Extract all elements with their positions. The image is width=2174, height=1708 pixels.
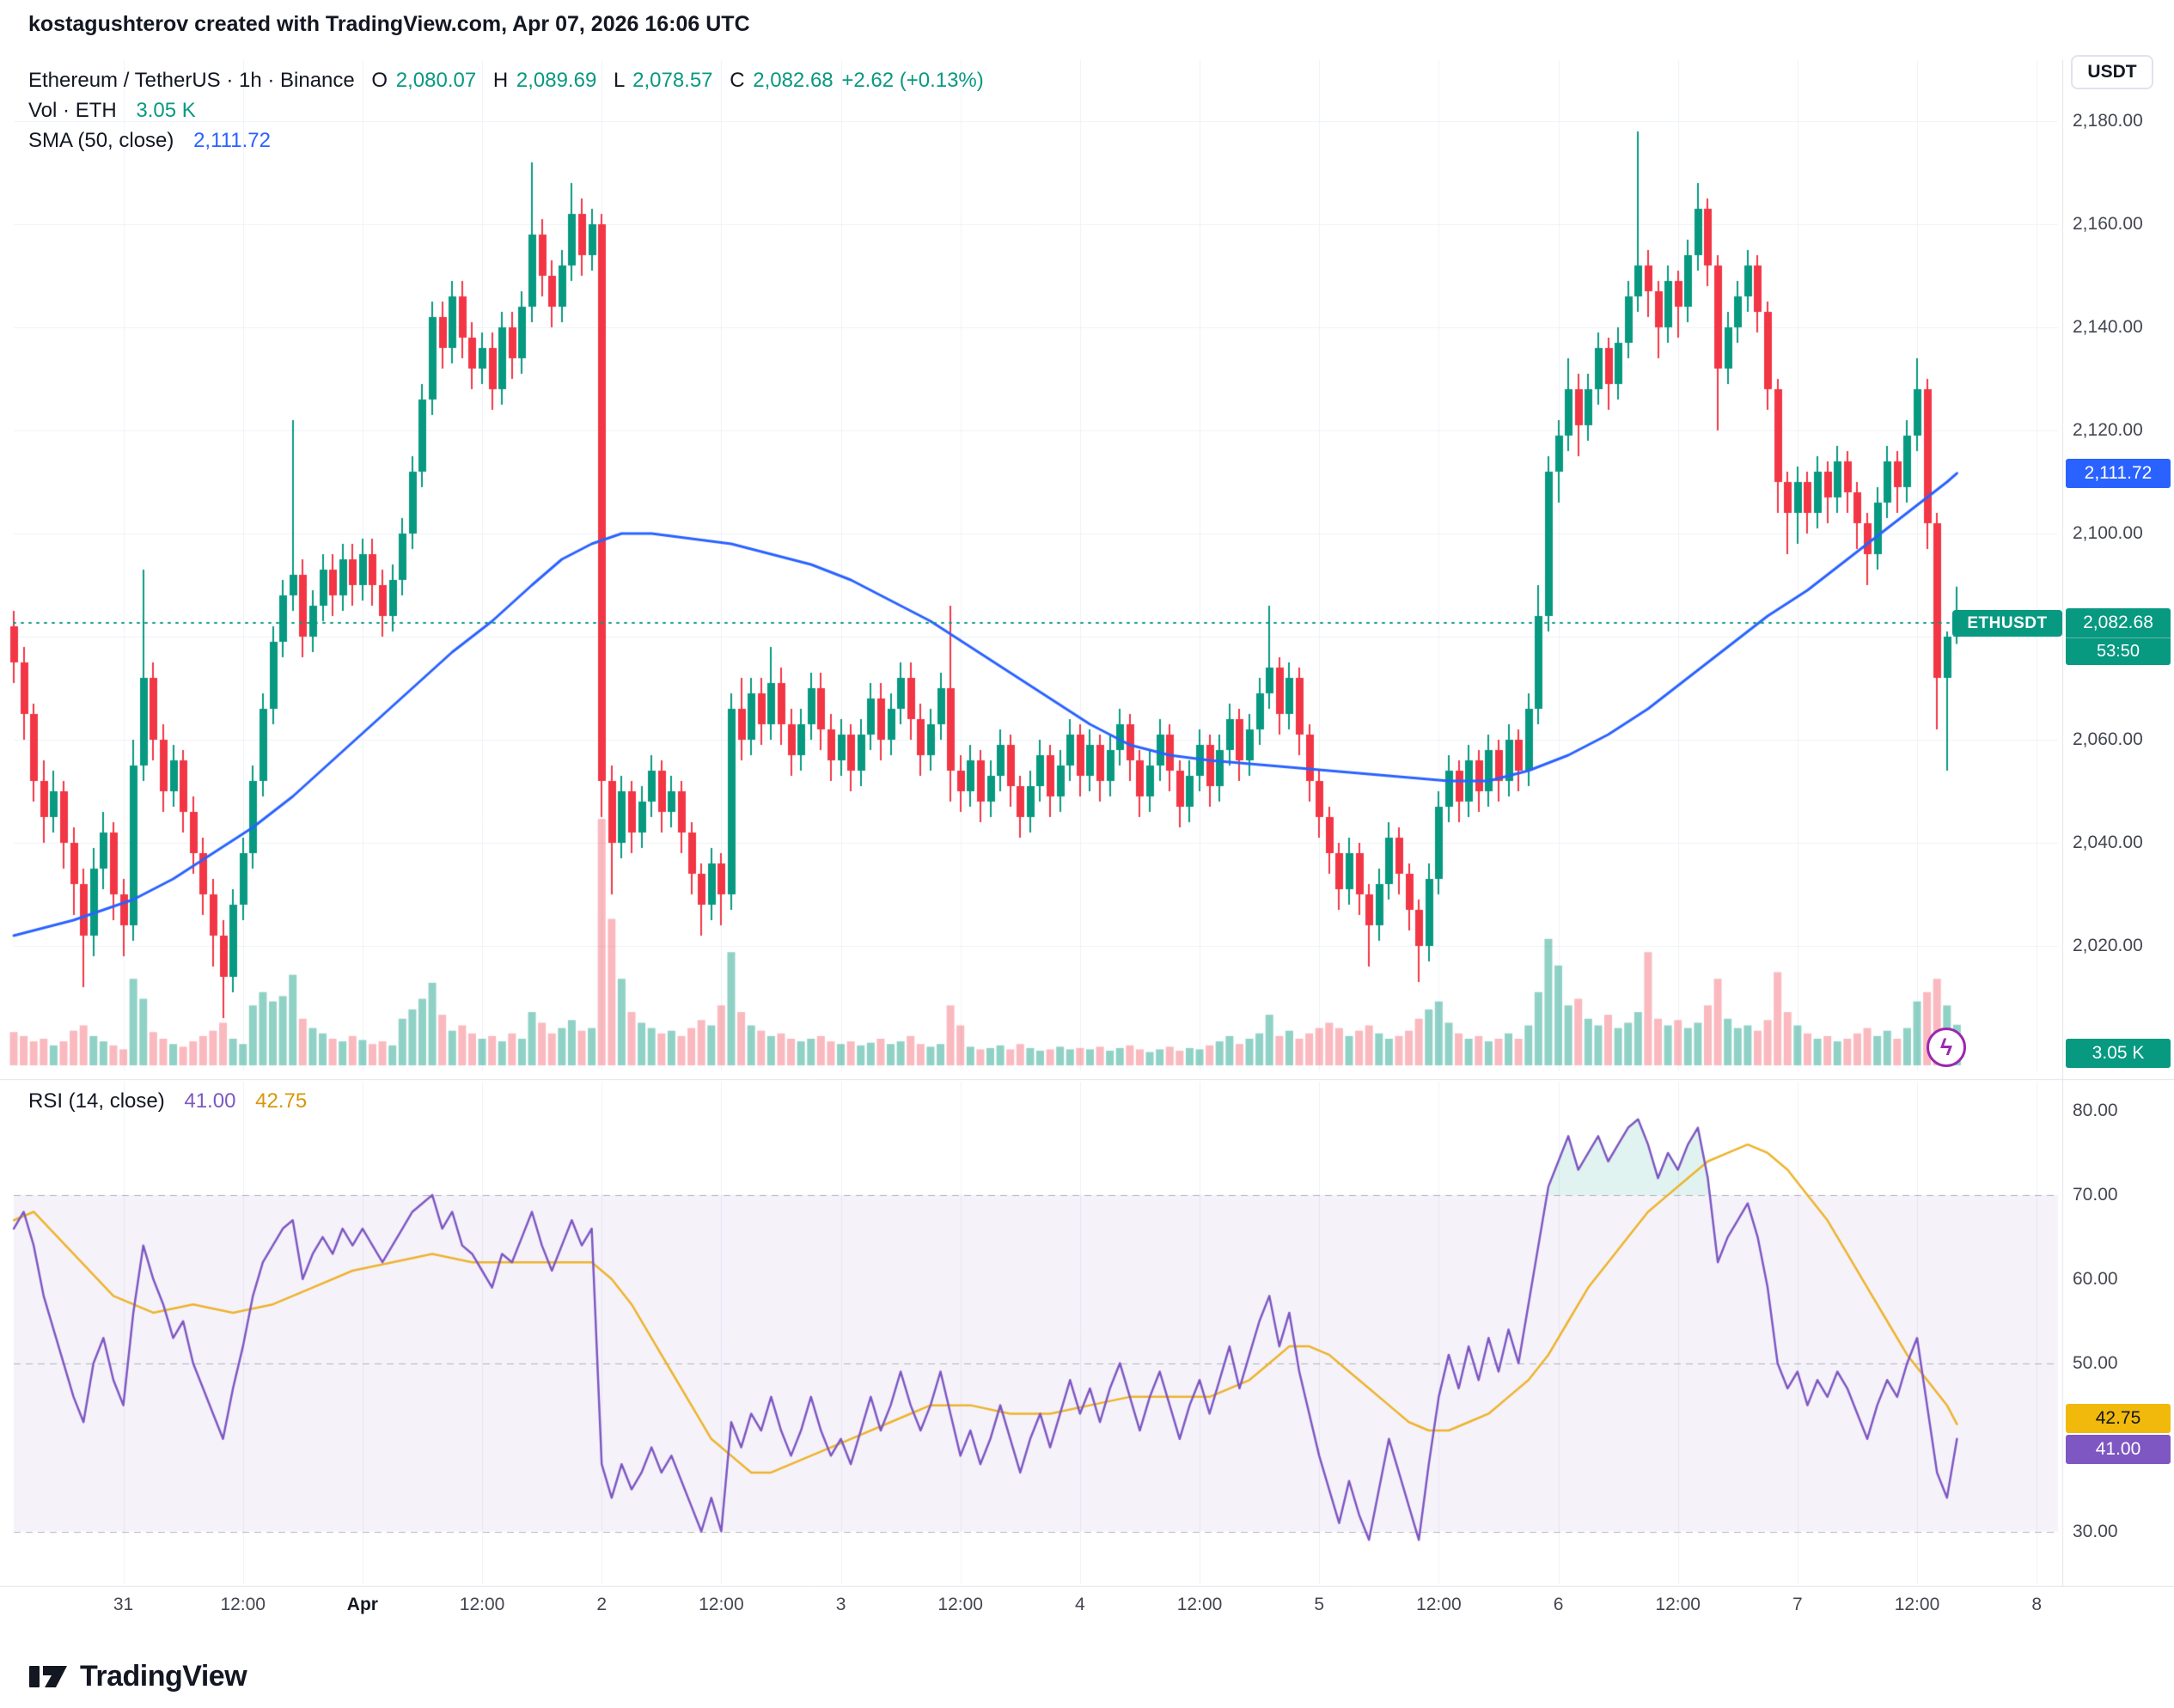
price-axis-label: 2,140.00 bbox=[2073, 317, 2143, 337]
high-value: 2,089.69 bbox=[516, 69, 597, 92]
rsi-legend: RSI (14, close) 41.00 42.75 bbox=[28, 1089, 307, 1113]
high-label: H bbox=[492, 69, 509, 92]
close-value: 2,082.68 bbox=[753, 69, 834, 92]
price-axis-label: 2,020.00 bbox=[2073, 936, 2143, 955]
boost-button[interactable]: ϟ bbox=[1927, 1028, 1966, 1067]
rsi-ma-badge: 42.75 bbox=[2066, 1404, 2171, 1433]
rsi-badge: 41.00 bbox=[2066, 1435, 2171, 1464]
time-axis-label: 7 bbox=[1792, 1595, 1803, 1614]
time-axis-label: Apr bbox=[346, 1595, 378, 1614]
time-axis-label: 12:00 bbox=[937, 1595, 983, 1614]
credit-line: kostagushterov created with TradingView.… bbox=[28, 12, 750, 36]
symbol-badge: ETHUSDT bbox=[1952, 610, 2062, 637]
time-axis-label: 4 bbox=[1075, 1595, 1085, 1614]
time-axis-label: 2 bbox=[596, 1595, 608, 1614]
time-axis-label: 12:00 bbox=[459, 1595, 505, 1614]
time-axis-label: 12:00 bbox=[1894, 1595, 1940, 1614]
open-label: O bbox=[371, 69, 388, 92]
rsi-axis-label: 80.00 bbox=[2073, 1101, 2118, 1120]
volume-label[interactable]: Vol · ETH bbox=[28, 99, 117, 122]
time-axis-label: 12:00 bbox=[1416, 1595, 1462, 1614]
volume-value: 3.05 K bbox=[136, 99, 196, 122]
sma-price-badge: 2,111.72 bbox=[2066, 459, 2171, 488]
rsi-label[interactable]: RSI (14, close) bbox=[28, 1089, 165, 1113]
price-axis-label: 2,060.00 bbox=[2073, 729, 2143, 749]
time-axis-label: 6 bbox=[1553, 1595, 1564, 1614]
rsi-ma-value: 42.75 bbox=[255, 1089, 308, 1113]
symbol-title[interactable]: Ethereum / TetherUS · 1h · Binance bbox=[28, 69, 355, 92]
lightning-icon: ϟ bbox=[1939, 1034, 1953, 1060]
change-value: +2.62 (+0.13%) bbox=[841, 69, 984, 92]
low-value: 2,078.57 bbox=[632, 69, 713, 92]
time-axis-label: 12:00 bbox=[699, 1595, 744, 1614]
low-label: L bbox=[613, 69, 625, 92]
brand-text: TradingView bbox=[80, 1659, 247, 1693]
price-axis-label: 2,100.00 bbox=[2073, 523, 2143, 543]
time-axis-label: 5 bbox=[1314, 1595, 1325, 1614]
time-axis-label: 31 bbox=[113, 1595, 134, 1614]
price-axis-label: 2,160.00 bbox=[2073, 214, 2143, 234]
price-axis-label: 2,180.00 bbox=[2073, 111, 2143, 131]
rsi-value: 41.00 bbox=[184, 1089, 236, 1113]
price-axis-label: 2,040.00 bbox=[2073, 833, 2143, 852]
time-axis-label: 12:00 bbox=[1176, 1595, 1223, 1614]
main-legend: Ethereum / TetherUS · 1h · Binance O 2,0… bbox=[28, 65, 984, 156]
tradingview-logo-icon bbox=[28, 1656, 68, 1696]
rsi-axis-label: 70.00 bbox=[2073, 1184, 2118, 1205]
time-axis-label: 3 bbox=[835, 1595, 846, 1614]
last-price-badge: 2,082.68 53:50 bbox=[2066, 608, 2171, 665]
rsi-axis-label: 60.00 bbox=[2073, 1268, 2118, 1289]
time-axis-label: 12:00 bbox=[1655, 1595, 1701, 1614]
volume-row: Vol · ETH 3.05 K bbox=[28, 95, 984, 125]
tradingview-logo[interactable]: TradingView bbox=[28, 1656, 247, 1696]
sma-label[interactable]: SMA (50, close) bbox=[28, 129, 174, 152]
time-axis-label: 12:00 bbox=[220, 1595, 266, 1614]
rsi-axis-label: 30.00 bbox=[2073, 1521, 2118, 1541]
volume-badge: 3.05 K bbox=[2066, 1039, 2171, 1068]
last-price-value: 2,082.68 bbox=[2066, 608, 2171, 637]
bar-countdown: 53:50 bbox=[2066, 637, 2171, 665]
symbol-row: Ethereum / TetherUS · 1h · Binance O 2,0… bbox=[28, 65, 984, 95]
sma-row: SMA (50, close) 2,111.72 bbox=[28, 125, 984, 156]
open-value: 2,080.07 bbox=[395, 69, 477, 92]
currency-toggle-button[interactable]: USDT bbox=[2071, 55, 2153, 89]
rsi-axis-label: 50.00 bbox=[2073, 1352, 2118, 1373]
sma-value: 2,111.72 bbox=[193, 129, 271, 152]
close-label: C bbox=[730, 69, 745, 92]
price-axis-label: 2,120.00 bbox=[2073, 420, 2143, 440]
time-axis-label: 8 bbox=[2031, 1595, 2043, 1614]
